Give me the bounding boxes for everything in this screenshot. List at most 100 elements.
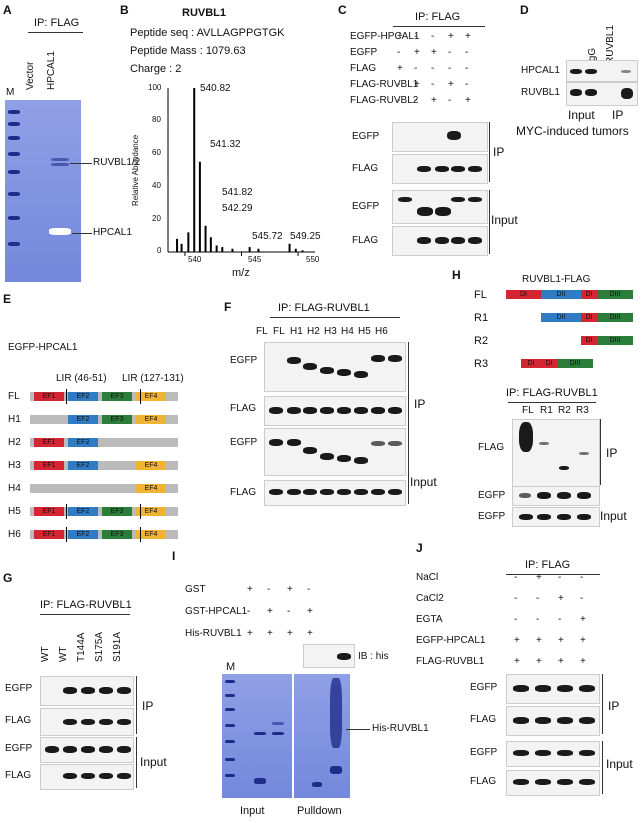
condition-label: FLAG-RUVBL1 — [350, 79, 419, 90]
construct-backbone — [30, 461, 178, 470]
peak-label: 542.29 — [222, 203, 253, 214]
domain-box: EF4 — [136, 392, 166, 401]
panel-i-letter: I — [172, 549, 176, 563]
lir-marker — [140, 504, 141, 519]
construct-row-label: H2 — [8, 437, 21, 448]
domain-box: EF4 — [136, 415, 166, 424]
lane-label: H3 — [324, 326, 337, 337]
blot — [264, 396, 406, 426]
lir-marker — [66, 504, 67, 519]
domain-box: EF3 — [102, 530, 132, 539]
blot — [40, 708, 134, 736]
condition-sign: - — [580, 593, 584, 604]
condition-sign: - — [465, 47, 469, 58]
ruvbl1-domain: DI — [521, 359, 541, 368]
domain-box: EF2 — [68, 507, 98, 516]
condition-label: GST-HPCAL1 — [185, 606, 248, 617]
condition-sign: + — [287, 628, 293, 639]
condition-label: FLAG-RUVBL1 — [416, 656, 485, 667]
condition-sign: - — [287, 606, 291, 617]
lane-label: H1 — [290, 326, 303, 337]
blot — [566, 60, 638, 82]
arrow-ruvbl12: RUVBL1/2 — [93, 157, 141, 168]
blot — [512, 486, 600, 506]
blot — [512, 507, 600, 527]
blot — [264, 342, 406, 392]
ruvbl1-domain: DI — [581, 290, 597, 299]
ruvbl1-construct-title: RUVBL1-FLAG — [522, 274, 591, 285]
condition-sign: + — [465, 31, 471, 42]
condition-label: EGTA — [416, 614, 443, 625]
condition-sign: + — [414, 47, 420, 58]
condition-label: FLAG — [350, 63, 377, 74]
condition-sign: - — [267, 584, 271, 595]
arrow-hpcal1: HPCAL1 — [93, 227, 132, 238]
tumor-caption: MYC-induced tumors — [516, 124, 629, 138]
condition-label: EGFP — [350, 47, 378, 58]
domain-box: EF2 — [68, 415, 98, 424]
condition-sign: - — [431, 79, 435, 90]
condition-label: His-RUVBL1 — [185, 628, 242, 639]
lane-label: FL — [273, 326, 285, 337]
peak-label: 545.72 — [252, 231, 283, 242]
panel-b-letter: B — [120, 3, 129, 17]
condition-sign: - — [431, 31, 435, 42]
condition-label: GST — [185, 584, 206, 595]
ruvbl1-row-label: R3 — [474, 358, 489, 370]
panel-f-letter: F — [224, 300, 232, 314]
panel-d-letter: D — [520, 3, 529, 17]
condition-sign: - — [465, 79, 469, 90]
domain-box: EF3 — [102, 507, 132, 516]
panel-j-letter: J — [416, 541, 423, 555]
ib-blot — [303, 644, 355, 668]
domain-box: EF1 — [34, 392, 64, 401]
construct-row-label: H1 — [8, 414, 21, 425]
domain-box: EF2 — [68, 461, 98, 470]
spectrum-title: RUVBL1 — [182, 7, 227, 19]
condition-sign: - — [397, 47, 401, 58]
peptide-mass: Peptide Mass : 1079.63 — [130, 45, 246, 57]
peak-label: 541.82 — [222, 187, 253, 198]
blot — [392, 226, 488, 256]
condition-sign: - — [536, 614, 540, 625]
construct-backbone — [30, 438, 178, 447]
condition-sign: + — [558, 635, 564, 646]
condition-sign: + — [558, 656, 564, 667]
condition-sign: - — [397, 95, 401, 106]
construct-row-label: H6 — [8, 529, 21, 540]
condition-sign: + — [397, 31, 403, 42]
condition-sign: - — [558, 572, 562, 583]
ruvbl1-domain: DII — [541, 290, 581, 299]
lir-marker — [66, 527, 67, 542]
condition-sign: + — [536, 656, 542, 667]
condition-sign: - — [448, 95, 452, 106]
panel-c-letter: C — [338, 3, 347, 17]
blot — [392, 154, 488, 184]
peak-label: 549.25 — [290, 231, 321, 242]
ruvbl1-domain: DI — [541, 359, 557, 368]
ruvbl1-row-label: FL — [474, 289, 487, 301]
condition-sign: + — [536, 635, 542, 646]
blot — [506, 706, 600, 736]
domain-box: EF3 — [102, 392, 132, 401]
ruvbl1-domain: DIII — [597, 313, 633, 322]
panel-g-letter: G — [3, 571, 13, 585]
condition-sign: + — [247, 628, 253, 639]
blot — [40, 764, 134, 790]
ruvbl1-domain: DIII — [597, 336, 633, 345]
panel-a-ip-label: IP: FLAG — [34, 17, 80, 29]
panel-e-letter: E — [3, 292, 12, 306]
gel-image — [5, 100, 81, 282]
condition-sign: - — [247, 606, 251, 617]
blot — [40, 676, 134, 706]
ruvbl1-row-label: R1 — [474, 312, 489, 324]
condition-sign: + — [287, 584, 293, 595]
domain-box: EF1 — [34, 438, 64, 447]
condition-sign: - — [414, 95, 418, 106]
lane-label: FL — [256, 326, 268, 337]
condition-sign: + — [414, 79, 420, 90]
lane-vector: Vector — [25, 61, 36, 90]
construct-row-label: H5 — [8, 506, 21, 517]
lane-marker: M — [6, 87, 15, 98]
lir-marker — [66, 389, 67, 404]
